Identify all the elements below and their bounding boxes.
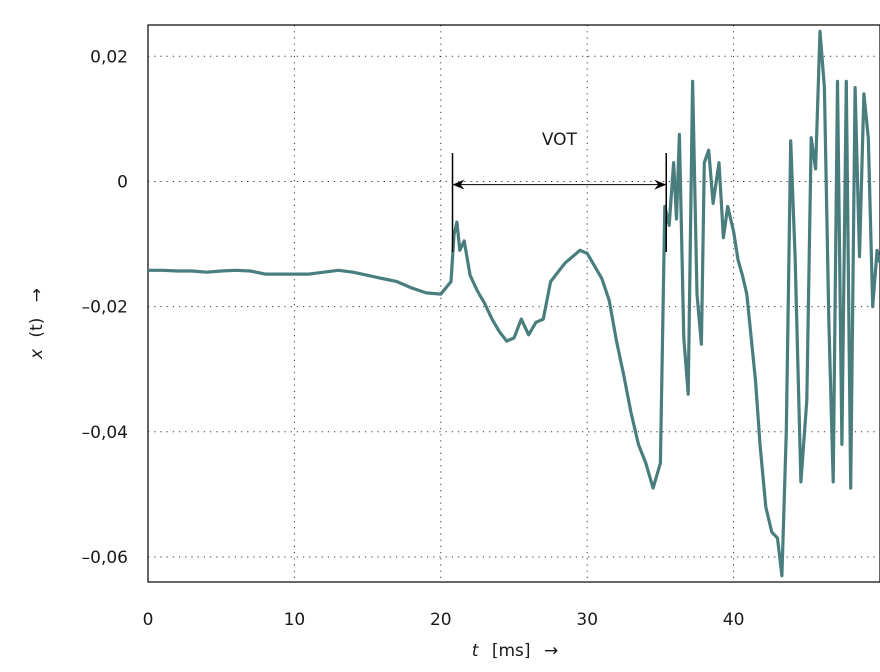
y-tick-label: –0,04: [82, 423, 128, 443]
x-tick-label: 0: [143, 610, 154, 630]
x-tick-label: 20: [430, 610, 452, 630]
y-axis-arg: (t): [27, 318, 47, 338]
x-axis-label: t [ms] →: [472, 641, 558, 661]
x-tick-label: 30: [576, 610, 598, 630]
vot-annotation: VOT: [451, 130, 668, 252]
y-tick-label: 0,02: [90, 47, 128, 67]
y-axis-label: x (t) →: [27, 288, 47, 360]
y-tick-label: –0,06: [82, 548, 128, 568]
y-tick-label: 0: [117, 172, 128, 192]
y-axis-variable: x: [27, 348, 47, 360]
data-series: [148, 29, 880, 578]
x-axis-unit: [ms]: [492, 641, 531, 661]
plot-area-frame: [147, 24, 880, 583]
y-tick-label: –0,02: [82, 298, 128, 318]
x-axis-variable: t: [472, 641, 480, 661]
series-line-0: [148, 29, 880, 578]
vot-label: VOT: [542, 130, 578, 150]
gridlines: [148, 25, 880, 582]
y-axis-arrow: →: [27, 288, 47, 302]
x-axis-arrow: →: [544, 641, 558, 661]
x-tick-label: 10: [284, 610, 306, 630]
tick-labels: 0 10 20 30 40 0,02 0 –0,02 –0,04 –0,06: [82, 47, 745, 630]
x-tick-label: 40: [723, 610, 745, 630]
